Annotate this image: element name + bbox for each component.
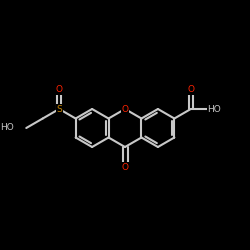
Text: O: O bbox=[187, 85, 194, 94]
Text: S: S bbox=[56, 104, 62, 114]
Text: O: O bbox=[56, 85, 63, 94]
Text: O: O bbox=[122, 104, 128, 114]
Text: HO: HO bbox=[207, 104, 221, 114]
Text: O: O bbox=[122, 163, 128, 172]
Text: HO: HO bbox=[0, 124, 14, 132]
